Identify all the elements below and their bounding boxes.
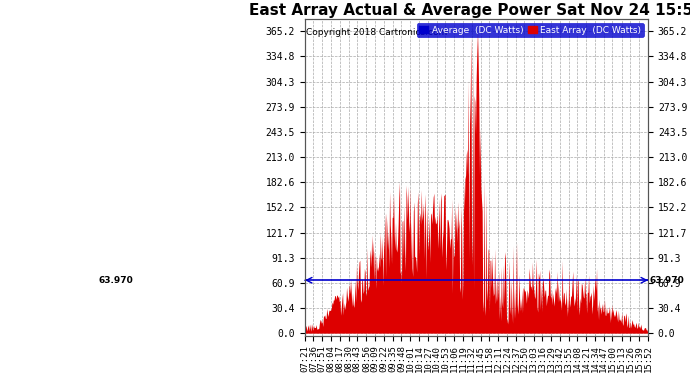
Title: East Array Actual & Average Power Sat Nov 24 15:56: East Array Actual & Average Power Sat No… — [249, 3, 690, 18]
Legend: Average  (DC Watts), East Array  (DC Watts): Average (DC Watts), East Array (DC Watts… — [417, 24, 644, 37]
Text: 63.970: 63.970 — [650, 276, 684, 285]
Text: Copyright 2018 Cartronics.com: Copyright 2018 Cartronics.com — [306, 28, 447, 38]
Text: 63.970: 63.970 — [99, 276, 133, 285]
